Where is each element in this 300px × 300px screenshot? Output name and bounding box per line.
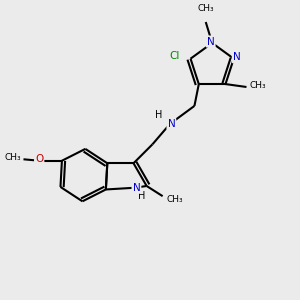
Text: N: N [233, 52, 241, 62]
Text: H: H [154, 110, 162, 120]
Text: O: O [35, 154, 43, 164]
Text: CH₃: CH₃ [197, 4, 214, 13]
Text: N: N [167, 119, 175, 129]
Text: N: N [207, 37, 214, 46]
Text: Cl: Cl [169, 51, 180, 61]
Text: N: N [133, 183, 140, 193]
Text: H: H [138, 191, 145, 202]
Text: CH₃: CH₃ [167, 195, 183, 204]
Text: CH₃: CH₃ [250, 81, 266, 90]
Text: CH₃: CH₃ [4, 153, 21, 162]
